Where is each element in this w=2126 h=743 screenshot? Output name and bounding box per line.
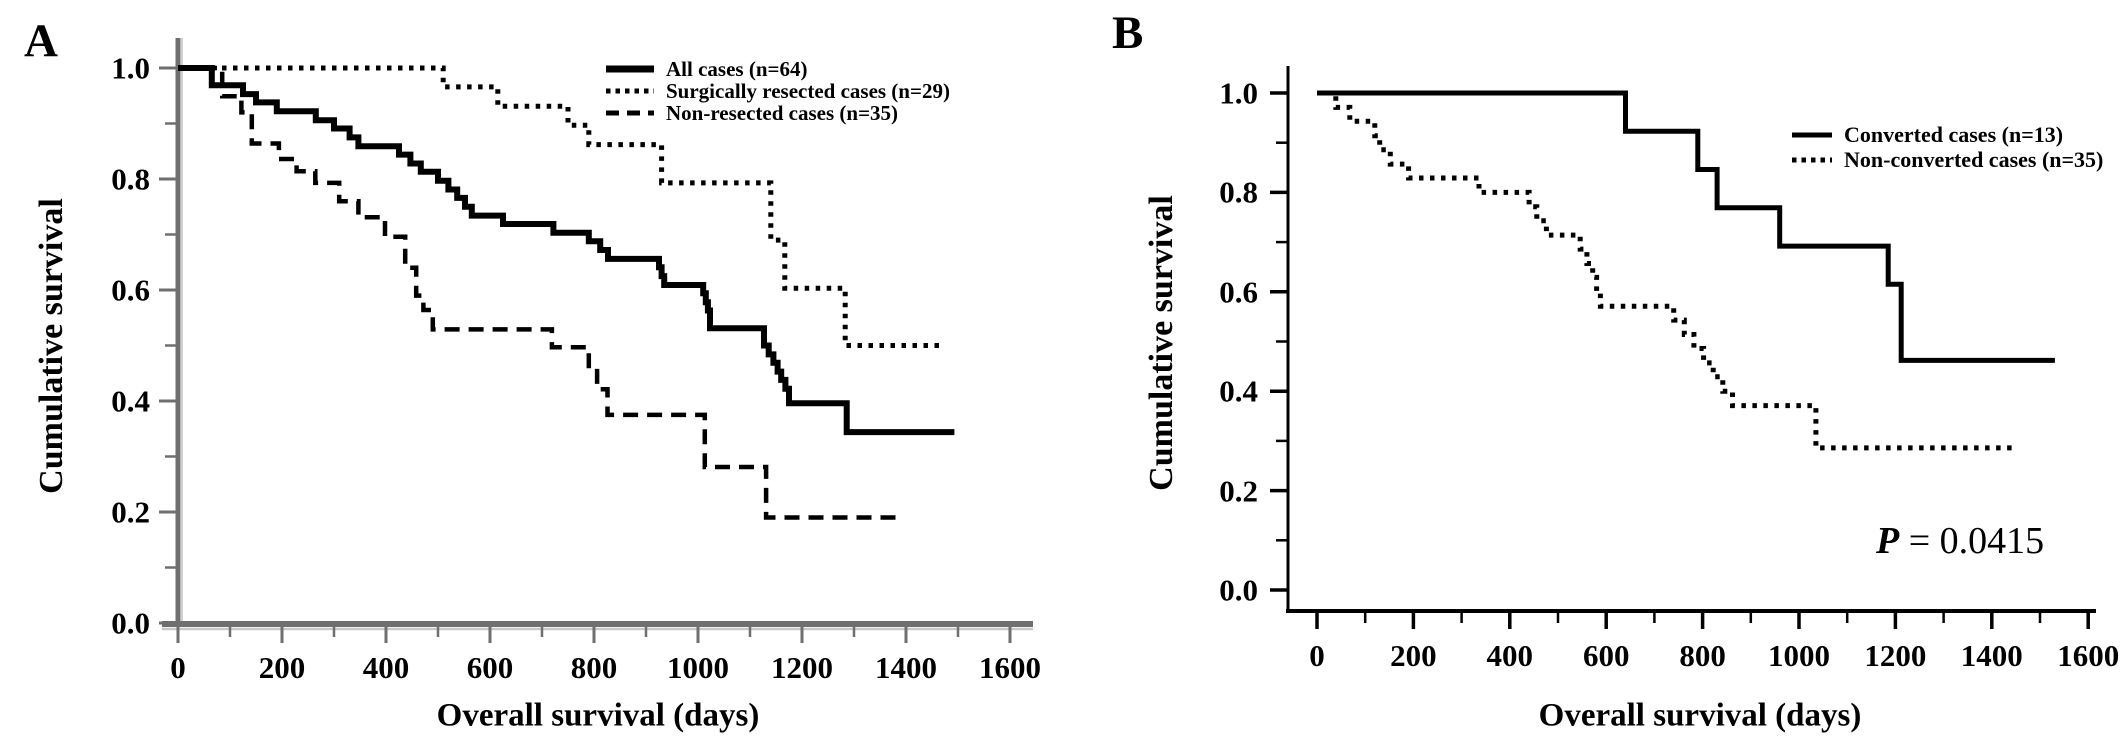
legend-label: All cases (n=64) xyxy=(666,56,808,81)
x-tick-label: 1200 xyxy=(1864,638,1927,673)
dotted-line-sample-icon xyxy=(1792,157,1832,162)
x-tick-label: 200 xyxy=(258,650,306,685)
legend-label: Non-resected cases (n=35) xyxy=(666,100,899,125)
panel-b-x-axis-title: Overall survival (days) xyxy=(1538,697,1862,734)
x-tick-label: 800 xyxy=(570,650,618,685)
x-tick-label: 0 xyxy=(1309,638,1325,673)
panel-b-legend: Converted cases (n=13) Non-converted cas… xyxy=(1790,122,2103,172)
y-tick-label: 0.2 xyxy=(1219,473,1258,509)
legend-label: Surgically resected cases (n=29) xyxy=(666,78,950,103)
y-tick-label: 0.6 xyxy=(1219,274,1258,310)
panel-a-letter: A xyxy=(24,15,58,67)
y-tick-label: 0.4 xyxy=(111,383,150,419)
solid-line-sample-icon xyxy=(1792,132,1832,137)
y-tick-label: 0.0 xyxy=(1219,572,1258,608)
legend-item: Converted cases (n=13) xyxy=(1790,122,2103,147)
survival-curve-all-cases-n-64 xyxy=(178,65,955,436)
y-tick-label: 0.4 xyxy=(1219,373,1258,409)
panel-a-x-axis-title: Overall survival (days) xyxy=(436,697,760,734)
y-tick-label: 1.0 xyxy=(1219,75,1258,111)
x-tick-label: 0 xyxy=(170,650,186,685)
legend-label: Converted cases (n=13) xyxy=(1844,121,2064,147)
survival-curve-converted-cases-n-13 xyxy=(1317,90,2055,363)
p-symbol: P xyxy=(1876,520,1900,562)
x-tick-label: 400 xyxy=(362,650,410,685)
y-tick-label: 0.8 xyxy=(1219,174,1258,210)
panel-a-y-axis-title: Cumulative survival xyxy=(33,198,70,494)
x-tick-label: 400 xyxy=(1486,638,1534,673)
dashed-line-sample-icon xyxy=(606,110,654,116)
legend-item: Non-resected cases (n=35) xyxy=(604,100,950,125)
solid-line-sample-icon xyxy=(606,65,654,73)
x-tick-label: 200 xyxy=(1390,638,1437,673)
p-value-text: P = 0.0415 xyxy=(1876,519,2044,563)
legend-label: Non-converted cases (n=35) xyxy=(1844,146,2104,172)
y-tick-label: 0.0 xyxy=(111,605,150,641)
x-tick-label: 600 xyxy=(1582,638,1630,673)
y-tick-label: 0.8 xyxy=(111,161,150,197)
x-tick-label: 1400 xyxy=(875,650,937,685)
panel-b-letter: B xyxy=(1112,7,1144,59)
survival-curve-non-converted-cases-n-35 xyxy=(1317,90,2013,451)
x-tick-label: 600 xyxy=(466,650,514,685)
x-tick-label: 1600 xyxy=(979,650,1041,685)
panel-a-legend: All cases (n=64) Surgically resected cas… xyxy=(604,56,950,125)
x-tick-label: 1000 xyxy=(1768,638,1830,673)
legend-item: Surgically resected cases (n=29) xyxy=(604,78,950,103)
x-tick-label: 800 xyxy=(1679,638,1726,673)
p-value: = 0.0415 xyxy=(1908,520,2045,562)
panel-b-y-axis-title: Cumulative survival xyxy=(1143,195,1180,491)
dotted-line-sample-icon xyxy=(606,88,654,94)
y-tick-label: 1.0 xyxy=(111,50,150,86)
survival-curve-surgically-resected-cases-n-29 xyxy=(178,65,945,348)
legend-item: Non-converted cases (n=35) xyxy=(1790,147,2103,172)
legend-item: All cases (n=64) xyxy=(604,56,950,81)
survival-curve-non-resected-cases-n-35 xyxy=(178,65,903,520)
x-tick-label: 1400 xyxy=(1960,638,2023,673)
y-tick-label: 0.6 xyxy=(111,272,150,308)
x-tick-label: 1200 xyxy=(771,650,833,685)
x-tick-label: 1600 xyxy=(2057,638,2120,673)
x-tick-label: 1000 xyxy=(667,650,729,685)
y-tick-label: 0.2 xyxy=(111,494,150,530)
